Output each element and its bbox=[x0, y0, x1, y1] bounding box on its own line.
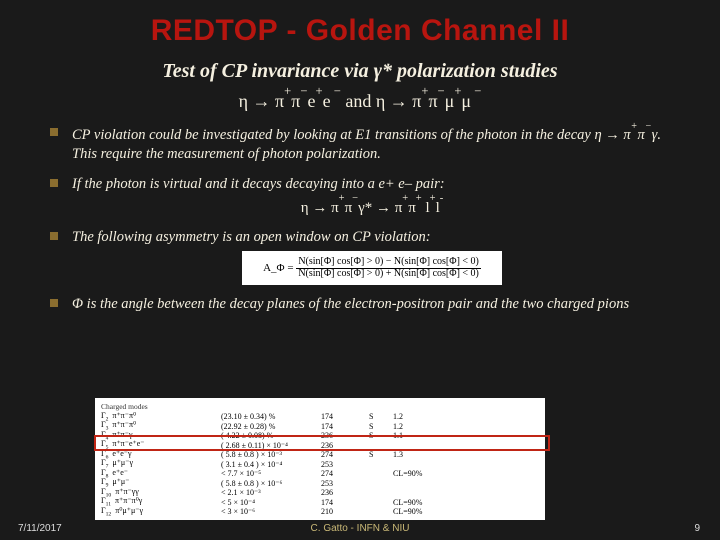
slide-root: REDTOP - Golden Channel II Test of CP in… bbox=[0, 0, 720, 540]
bullet-list: CP violation could be investigated by lo… bbox=[48, 124, 672, 315]
table-header-label: Charged modes bbox=[101, 402, 148, 411]
bullet-4: Φ is the angle between the decay planes … bbox=[48, 295, 672, 315]
asymmetry-formula: A_Φ = N(sin[Φ] cos[Φ] > 0) − N(sin[Φ] co… bbox=[242, 251, 502, 285]
table-header: Charged modes bbox=[101, 402, 539, 411]
footer-page-number: 9 bbox=[694, 523, 700, 534]
bullet-2-equation: η → π+π−γ* → π+π+ l+l- bbox=[72, 197, 672, 218]
bullet-2: If the photon is virtual and it decays d… bbox=[48, 175, 672, 218]
bullet-1: CP violation could be investigated by lo… bbox=[48, 124, 672, 165]
table-row: Γ12 π⁰μ⁺μ⁻γ< 3 × 10⁻⁶210CL=90% bbox=[101, 507, 539, 517]
main-decay-equation: η → π+π−e+e − and η → π+π−μ+μ − bbox=[48, 89, 672, 112]
bullet-3-text: The following asymmetry is an open windo… bbox=[72, 229, 431, 245]
footer-author: C. Gatto - INFN & NIU bbox=[0, 523, 720, 534]
slide-subtitle: Test of CP invariance via γ* polarizatio… bbox=[48, 60, 672, 83]
formula-lhs: A_Φ = bbox=[263, 261, 293, 276]
slide-title: REDTOP - Golden Channel II bbox=[48, 14, 672, 48]
bullet-2-text: If the photon is virtual and it decays d… bbox=[72, 176, 445, 192]
bullet-3: The following asymmetry is an open windo… bbox=[48, 228, 672, 286]
table-body: Γ2 π⁺π⁻π⁰(23.10 ± 0.34) %174S1.2Γ3 π⁺π⁻π… bbox=[101, 412, 539, 517]
formula-denominator: N(sin[Φ] cos[Φ] > 0) + N(sin[Φ] cos[Φ] <… bbox=[296, 269, 481, 280]
branching-ratio-table: Charged modes Γ2 π⁺π⁻π⁰(23.10 ± 0.34) %1… bbox=[95, 398, 545, 520]
formula-fraction: N(sin[Φ] cos[Φ] > 0) − N(sin[Φ] cos[Φ] <… bbox=[296, 257, 481, 279]
